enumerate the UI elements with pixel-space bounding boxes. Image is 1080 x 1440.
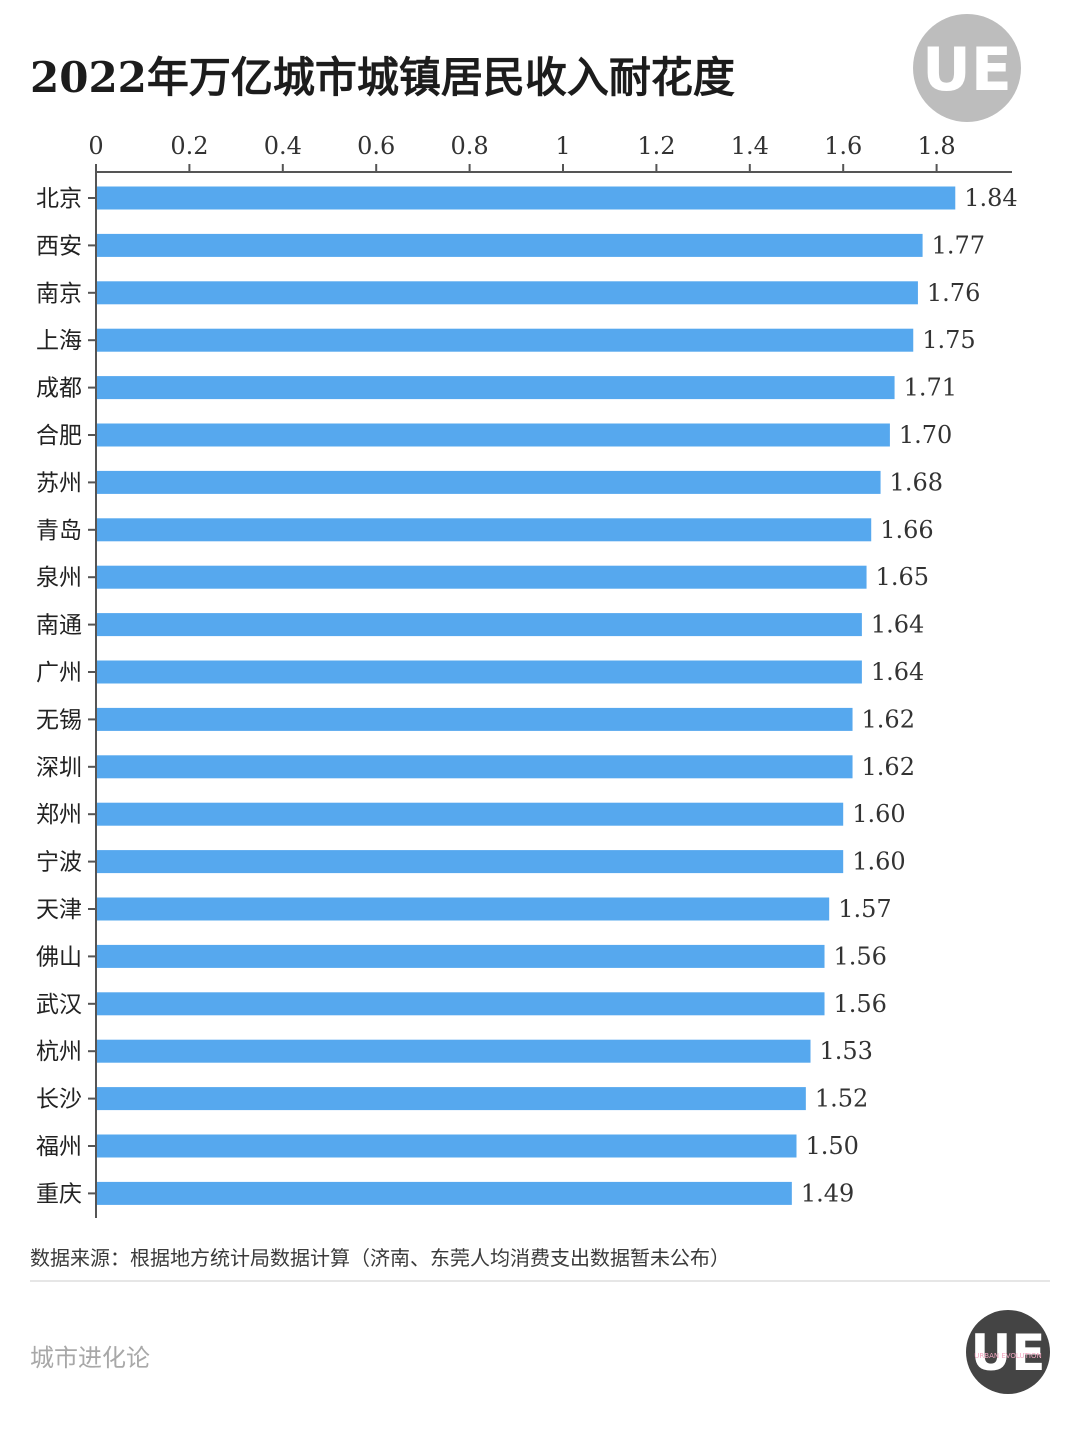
bar [97, 518, 872, 542]
value-label: 1.76 [927, 279, 980, 307]
data-source-note: 数据来源：根据地方统计局数据计算（济南、东莞人均消费支出数据暂未公布） [30, 1246, 730, 1270]
bar [97, 281, 918, 305]
category-label: 青岛 [36, 518, 82, 544]
x-tick-label: 0.8 [451, 132, 489, 160]
bar [97, 565, 867, 589]
value-label: 1.68 [890, 468, 943, 496]
bar [97, 992, 825, 1016]
value-label: 1.64 [871, 611, 924, 639]
category-label: 苏州 [36, 470, 82, 496]
x-tick-label: 0.2 [170, 132, 208, 160]
category-label: 深圳 [36, 755, 82, 781]
value-label: 1.60 [852, 848, 905, 876]
category-label: 成都 [36, 376, 82, 402]
bar [97, 944, 825, 968]
logo-bottom-letters: UE [971, 1324, 1046, 1382]
category-label: 上海 [36, 328, 82, 354]
x-tick-label: 1.6 [824, 132, 862, 160]
category-label: 郑州 [36, 802, 82, 828]
chart-title: 2022年万亿城市城镇居民收入耐花度 [30, 53, 735, 102]
bar [97, 660, 862, 684]
category-label: 武汉 [36, 992, 82, 1018]
bar [97, 707, 853, 731]
value-label: 1.56 [834, 990, 887, 1018]
category-label: 北京 [36, 186, 82, 212]
category-label: 南京 [36, 281, 82, 307]
bar [97, 897, 830, 921]
value-label: 1.66 [880, 516, 933, 544]
value-label: 1.62 [862, 705, 915, 733]
x-tick-label: 1.4 [731, 132, 769, 160]
category-label: 佛山 [36, 944, 82, 970]
value-label: 1.57 [838, 895, 891, 923]
bar [97, 470, 881, 494]
brand-name: 城市进化论 [30, 1344, 150, 1372]
x-tick-label: 0 [88, 132, 103, 160]
value-label: 1.65 [876, 563, 929, 591]
category-label: 长沙 [36, 1087, 82, 1113]
bar [97, 1181, 792, 1205]
logo-top-letters: UE [922, 35, 1012, 105]
value-label: 1.84 [964, 184, 1017, 212]
value-label: 1.70 [899, 421, 952, 449]
bar [97, 850, 844, 874]
x-tick-label: 1 [555, 132, 570, 160]
category-label: 广州 [36, 660, 82, 686]
value-label: 1.64 [871, 658, 924, 686]
divider [30, 1280, 1050, 1282]
bar-chart: 0 0.2 0.4 0.6 0.8 1 1.2 1.4 1.6 1.8 北京 1.84 西安 1.77 南京… [36, 132, 1018, 1218]
category-label: 宁波 [36, 850, 82, 876]
bar [97, 802, 844, 826]
category-label: 福州 [36, 1134, 82, 1160]
bar [97, 423, 890, 447]
bar [97, 376, 895, 400]
value-label: 1.50 [806, 1132, 859, 1160]
category-label: 泉州 [36, 565, 82, 591]
bar [97, 613, 862, 637]
x-tick-label: 1.2 [637, 132, 675, 160]
category-label: 天津 [36, 897, 82, 923]
value-label: 1.75 [922, 326, 975, 354]
logo-bottom-small-text: URBAN EVOLUTION [974, 1352, 1041, 1360]
value-label: 1.52 [815, 1085, 868, 1113]
category-label: 西安 [36, 233, 82, 259]
bar [97, 186, 956, 210]
category-label: 无锡 [36, 707, 82, 733]
value-label: 1.62 [862, 753, 915, 781]
bar [97, 1134, 797, 1158]
bar [97, 233, 923, 257]
x-tick-label: 0.4 [264, 132, 302, 160]
category-label: 合肥 [36, 423, 82, 449]
value-label: 1.77 [932, 231, 985, 259]
bar [97, 1039, 811, 1063]
bar [97, 755, 853, 779]
value-label: 1.56 [834, 942, 887, 970]
value-label: 1.53 [820, 1037, 873, 1065]
value-label: 1.49 [801, 1179, 854, 1207]
bar [97, 328, 914, 352]
x-tick-label: 1.8 [918, 132, 956, 160]
ue-logo-icon: UE [913, 14, 1021, 122]
category-label: 重庆 [36, 1181, 82, 1207]
bar [97, 1087, 806, 1111]
category-label: 南通 [36, 613, 82, 639]
x-tick-label: 0.6 [357, 132, 395, 160]
category-label: 杭州 [36, 1039, 82, 1065]
ue-logo-small-icon: UE URBAN EVOLUTION [966, 1310, 1050, 1394]
value-label: 1.60 [852, 800, 905, 828]
value-label: 1.71 [904, 374, 957, 402]
